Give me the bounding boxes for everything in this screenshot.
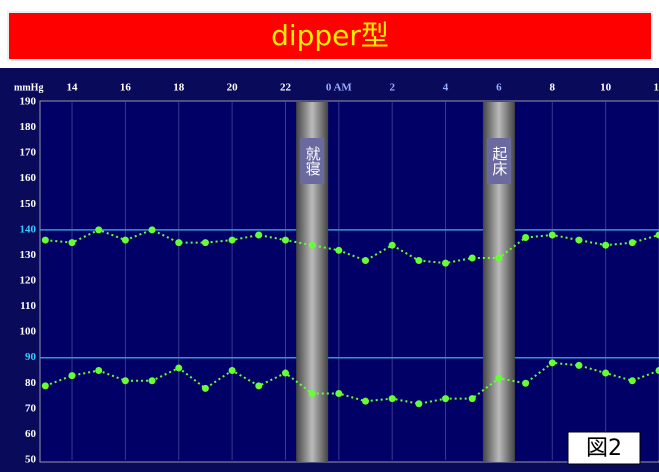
data-point <box>68 372 76 380</box>
data-point <box>468 254 476 262</box>
x-tick-label: 2 <box>389 82 395 94</box>
data-point <box>95 226 103 234</box>
data-point <box>522 379 530 387</box>
data-point <box>308 390 316 398</box>
y-tick-label: 160 <box>20 172 37 184</box>
event-label-box <box>300 138 325 184</box>
data-point <box>522 234 530 242</box>
data-point <box>548 231 556 239</box>
data-point <box>41 236 49 244</box>
figure-label-box <box>567 431 641 465</box>
data-point <box>628 377 636 385</box>
data-point <box>335 246 343 254</box>
data-point <box>281 236 289 244</box>
plot-area <box>39 100 659 463</box>
data-point <box>281 369 289 377</box>
data-point <box>175 364 183 372</box>
y-tick-label: 110 <box>20 300 36 312</box>
data-point <box>308 241 316 249</box>
data-point <box>388 395 396 403</box>
y-tick-label: 70 <box>25 402 37 414</box>
y-tick-label: 150 <box>20 198 37 210</box>
y-tick-label: 170 <box>20 147 37 159</box>
x-tick-label: 10 <box>600 82 612 94</box>
data-point <box>148 377 156 385</box>
y-tick-label: 140 <box>20 223 37 235</box>
data-point <box>415 257 423 265</box>
data-point <box>148 226 156 234</box>
data-point <box>228 236 236 244</box>
data-point <box>121 236 129 244</box>
data-point <box>41 382 49 390</box>
data-point <box>175 239 183 247</box>
series-line <box>44 361 659 405</box>
x-tick-label: 14 <box>67 82 79 94</box>
data-point <box>655 367 659 374</box>
data-point <box>335 390 343 398</box>
chart-title: dipper型 <box>271 19 389 52</box>
y-tick-label: 130 <box>20 249 37 261</box>
event-label: 起床 <box>490 146 508 176</box>
data-point <box>95 367 103 374</box>
series-line <box>45 228 659 265</box>
x-tick-label: 22 <box>280 82 292 94</box>
y-tick-label: 190 <box>20 96 37 108</box>
x-tick-label: 4 <box>443 82 449 94</box>
x-tick-label: 6 <box>496 82 502 94</box>
event-label: 就寝 <box>304 146 322 176</box>
data-point <box>255 382 263 390</box>
data-point <box>388 241 396 249</box>
data-point <box>548 359 556 367</box>
y-tick-label: 90 <box>25 351 37 363</box>
y-unit: mmHg <box>14 82 43 93</box>
data-point <box>68 239 76 247</box>
data-point <box>602 241 610 249</box>
y-tick-label: 80 <box>25 377 37 389</box>
y-tick-label: 180 <box>20 121 37 133</box>
data-point <box>602 369 610 377</box>
data-point <box>255 231 263 239</box>
data-point <box>442 395 450 403</box>
data-point <box>468 395 476 403</box>
data-point <box>228 367 236 374</box>
x-tick-label: 18 <box>173 82 185 94</box>
title-bar <box>7 11 653 61</box>
data-point <box>121 377 129 385</box>
y-tick-label: 60 <box>25 428 37 440</box>
data-point <box>628 239 636 247</box>
data-point <box>362 397 370 405</box>
x-tick-label: 12 <box>654 82 659 94</box>
x-tick-label: 16 <box>120 82 132 94</box>
data-point <box>201 384 209 392</box>
figure-label: 図2 <box>586 436 622 461</box>
event-label-box <box>486 138 511 184</box>
data-point <box>655 231 659 239</box>
y-tick-label: 100 <box>20 326 37 338</box>
x-tick-label: 20 <box>227 82 239 94</box>
y-tick-label: 50 <box>25 454 37 466</box>
data-point <box>575 236 583 244</box>
data-point <box>575 361 583 369</box>
data-point <box>415 400 423 408</box>
data-point <box>495 254 503 262</box>
data-point <box>362 257 370 265</box>
x-tick-label: 0 AM <box>326 82 353 94</box>
data-point <box>442 259 450 267</box>
x-tick-label: 8 <box>550 82 556 94</box>
data-point <box>495 374 503 382</box>
y-tick-label: 120 <box>20 275 37 287</box>
data-point <box>201 239 209 247</box>
